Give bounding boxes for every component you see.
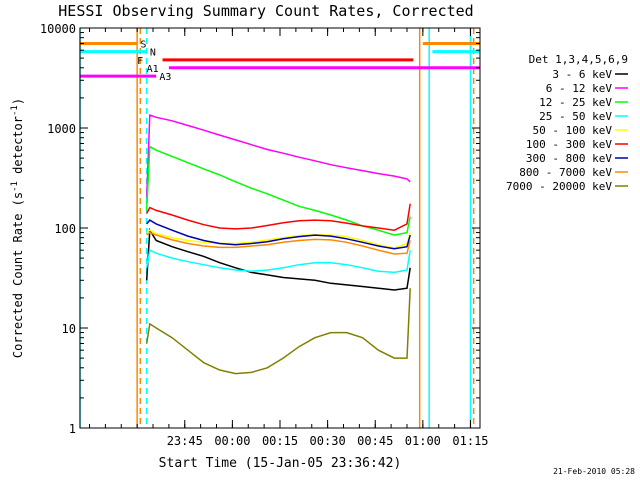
y-axis-label-sup1: -1 [10,181,20,192]
series-line-8 [146,231,411,255]
x-tick-label-7: 01:15 [452,434,488,448]
y-tick-label-3: 100 [54,222,76,236]
legend-label-8: 800 - 7000 keV [519,166,612,179]
x-tick-label-5: 00:45 [357,434,393,448]
y-axis-label-main: Corrected Count Rate (s [11,192,25,358]
series-line-6 [146,203,411,231]
legend-label-7: 300 - 800 keV [526,152,612,165]
legend-label-3: 12 - 25 keV [539,96,612,109]
y-axis-label-mid: detector [11,116,25,181]
footer-timestamp: 21-Feb-2010 05:28 [553,467,635,476]
y-axis-label: Corrected Count Rate (s-1 detector-1) [10,98,25,358]
series-line-3 [145,145,411,236]
series-line-7 [146,219,411,250]
x-tick-label-4: 00:30 [310,434,346,448]
legend-label-1: 3 - 6 keV [552,68,612,81]
y-axis-label-end: ) [11,98,25,105]
series-line-2 [145,113,411,198]
chart-title: HESSI Observing Summary Count Rates, Cor… [58,2,473,20]
y-tick-label-4: 1000 [47,122,76,136]
flag-label-5: A3 [159,72,171,83]
y-tick-label-5: 10000 [40,22,76,36]
y-tick-label-1: 1 [69,422,76,436]
axes: 23:45 00:00 00:15 00:30 00:45 01:00 01:15 1 10 10… [40,22,489,448]
legend-label-2: 6 - 12 keV [546,82,613,95]
legend-label-4: 25 - 50 keV [539,110,612,123]
series-line-4 [145,249,411,274]
legend-label-6: 100 - 300 keV [526,138,612,151]
series-line-5 [146,229,411,249]
series-line-9 [145,288,411,375]
y-axis-label-sup2: -1 [10,105,20,116]
legend-label-9: 7000 - 20000 keV [506,180,612,193]
y-tick-label-2: 10 [62,322,76,336]
flag-label-4: A1 [147,64,159,75]
legend-title: Det 1,3,4,5,6,9 [529,53,628,66]
flag-label-3: F [137,56,143,67]
x-axis-label: Start Time (15-Jan-05 23:36:42) [159,456,402,471]
x-tick-label-3: 00:15 [262,434,298,448]
flag-label-2: N [150,48,156,59]
x-tick-label-6: 01:00 [405,434,441,448]
flag-label-1: S [140,39,146,50]
x-tick-label-1: 23:45 [167,434,203,448]
series-line-1 [145,227,411,291]
legend-label-5: 50 - 100 keV [533,124,613,137]
x-tick-label-2: 00:00 [214,434,250,448]
